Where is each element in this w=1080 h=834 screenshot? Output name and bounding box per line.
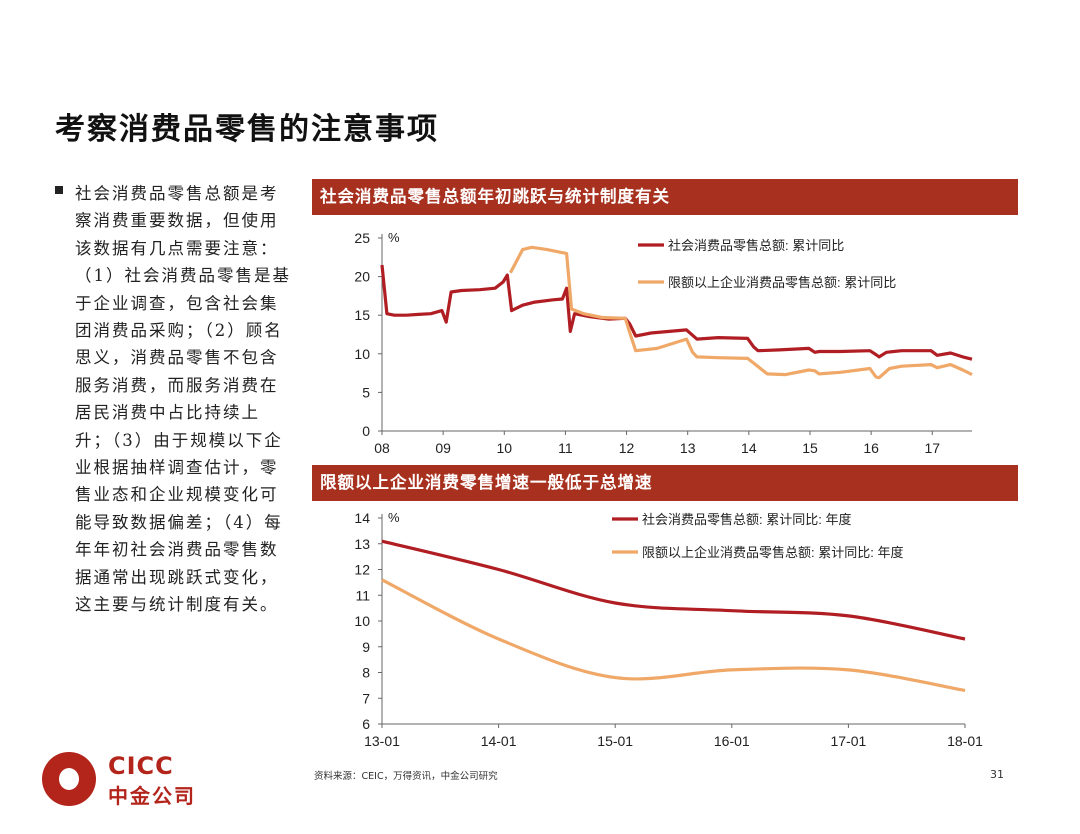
y-tick-label: 8 [362,665,370,681]
bullet-square-icon [55,186,63,194]
y-tick-label: 9 [362,639,370,655]
x-tick-label: 14-01 [481,733,517,749]
y-unit-label: % [388,510,400,525]
y-tick-label: 0 [362,423,370,439]
logo-en-text: CICC [108,752,174,780]
x-tick-label: 17 [924,440,940,456]
y-unit-label: % [388,230,400,245]
x-tick-label: 14 [741,440,757,456]
x-tick-label: 13-01 [364,733,400,749]
y-tick-label: 7 [362,690,370,706]
x-tick-label: 12 [619,440,635,456]
x-tick-label: 08 [374,440,390,456]
bullet-list: 社会消费品零售总额是考察消费重要数据，但使用该数据有几点需要注意：（1）社会消费… [55,180,295,619]
chart1-series-total-retail-line [380,264,973,361]
cicc-logo-icon [42,752,96,806]
y-tick-label: 20 [354,269,370,285]
chart2-series-total-retail-line [381,539,966,641]
x-tick-label: 10 [496,440,512,456]
y-tick-label: 13 [354,536,370,552]
chart2-title-banner: 限额以上企业消费零售增速一般低于总增速 [312,465,1018,501]
y-tick-label: 6 [362,716,370,732]
source-note: 资料来源：CEIC，万得资讯，中金公司研究 [314,771,498,782]
y-tick-label: 25 [354,230,370,246]
logo-cn-text: 中金公司 [108,784,196,808]
legend-label: 社会消费品零售总额: 累计同比: 年度 [642,512,851,527]
y-tick-label: 14 [354,510,370,526]
y-tick-label: 12 [354,562,370,578]
chart2-series-above-quota-line [381,578,966,693]
x-tick-label: 11 [558,440,573,456]
x-tick-label: 16 [863,440,879,456]
x-tick-label: 18-01 [947,733,983,749]
cicc-logo: CICC 中金公司 [42,752,202,808]
page-number: 31 [990,768,1004,781]
y-tick-label: 15 [354,307,370,323]
y-tick-label: 10 [354,613,370,629]
chart1-title-banner: 社会消费品零售总额年初跳跃与统计制度有关 [312,179,1018,215]
x-tick-label: 15 [802,440,818,456]
x-tick-label: 15-01 [597,733,633,749]
y-tick-label: 5 [362,384,370,400]
legend-label: 限额以上企业消费品零售总额: 累计同比 [668,275,896,290]
x-tick-label: 13 [680,440,696,456]
x-tick-label: 17-01 [830,733,866,749]
y-tick-label: 10 [354,346,370,362]
page-title: 考察消费品零售的注意事项 [55,112,439,147]
x-tick-label: 09 [435,440,451,456]
x-tick-label: 16-01 [714,733,750,749]
legend-label: 社会消费品零售总额: 累计同比 [668,238,844,253]
chart1-series-above-quota-line [508,245,973,380]
legend-label: 限额以上企业消费品零售总额: 累计同比: 年度 [642,545,903,560]
y-tick-label: 11 [355,587,370,603]
bullet-text: 社会消费品零售总额是考察消费重要数据，但使用该数据有几点需要注意：（1）社会消费… [75,184,291,615]
